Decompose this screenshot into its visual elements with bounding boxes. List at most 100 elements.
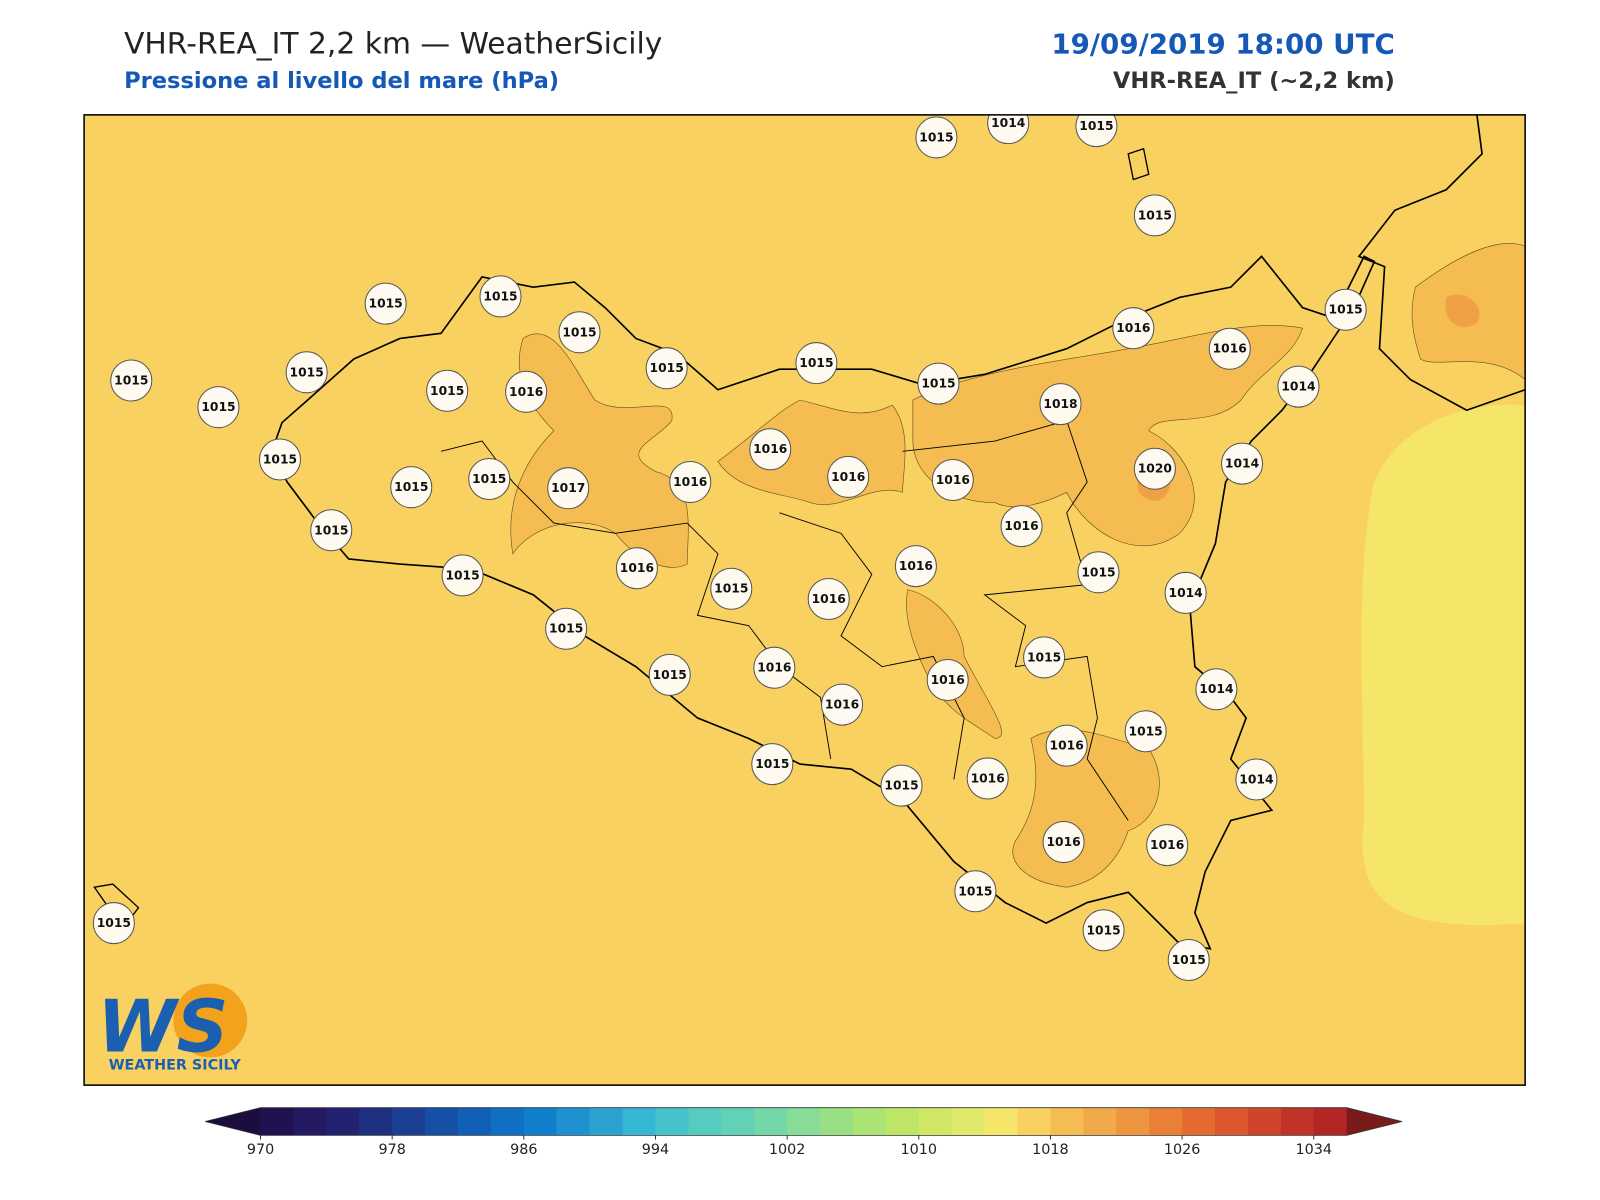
station-marker xyxy=(669,461,712,504)
station-value: 1015 xyxy=(201,400,235,414)
station-marker xyxy=(1075,114,1118,148)
station-value: 1015 xyxy=(921,377,955,391)
colorbar-tick-label: 970 xyxy=(247,1142,274,1158)
colorbar-segment xyxy=(1215,1107,1249,1136)
station-marker xyxy=(364,282,407,325)
station-value: 1016 xyxy=(620,561,654,575)
calabria-coastline xyxy=(1357,114,1526,412)
station-value: 1016 xyxy=(812,592,846,606)
station-marker xyxy=(1164,571,1207,614)
colorbar-segment xyxy=(1017,1107,1051,1136)
colorbar-segment xyxy=(754,1107,788,1136)
station-value: 1015 xyxy=(445,568,479,582)
station-marker xyxy=(285,351,328,394)
station-value: 1016 xyxy=(673,475,707,489)
colorbar-segment xyxy=(721,1107,755,1136)
map: 1015 1014 1015 1015 1015 1015 1015 1015 1015 1015… xyxy=(84,114,1526,1086)
logo-caption: WEATHER SICILY xyxy=(109,1058,242,1074)
station-marker xyxy=(1146,824,1189,867)
colorbar-segment xyxy=(425,1107,459,1136)
station-value: 1016 xyxy=(1046,835,1080,849)
station-value: 1015 xyxy=(549,622,583,636)
station-value: 1017 xyxy=(551,481,585,495)
station-value: 1016 xyxy=(509,385,543,399)
station-value: 1015 xyxy=(562,325,596,339)
colorbar-segment xyxy=(260,1107,294,1136)
station-marker xyxy=(926,658,969,702)
colorbar-under xyxy=(205,1107,261,1136)
station-marker xyxy=(821,683,864,726)
station-marker xyxy=(753,646,796,689)
station-marker xyxy=(931,458,974,502)
station-marker xyxy=(1208,327,1251,370)
station-value: 1016 xyxy=(753,442,787,456)
logo-sun xyxy=(173,983,248,1058)
station-marker xyxy=(954,870,997,913)
station-value: 1014 xyxy=(1169,586,1203,600)
colorbar-tick-label: 994 xyxy=(642,1142,669,1158)
station-marker xyxy=(917,362,960,405)
colorbar-segment xyxy=(1247,1107,1282,1136)
station-value: 1015 xyxy=(1129,724,1163,738)
station-value: 1015 xyxy=(263,452,297,466)
station-value: 1015 xyxy=(394,480,428,494)
station-marker xyxy=(1221,442,1264,485)
station-marker xyxy=(1023,636,1066,679)
station-marker xyxy=(1039,383,1082,426)
station-marker xyxy=(645,347,688,390)
colorbar-tick-label: 1010 xyxy=(901,1142,938,1158)
colorbar-tick-label: 1018 xyxy=(1032,1142,1069,1158)
colorbar-tick-label: 1026 xyxy=(1164,1142,1201,1158)
station-value: 1015 xyxy=(1027,650,1061,664)
station-value: 1016 xyxy=(1116,321,1150,335)
colorbar-segment xyxy=(852,1107,887,1136)
station-marker xyxy=(1077,551,1120,594)
station-marker xyxy=(479,275,522,318)
station-marker xyxy=(1082,909,1125,952)
station-value: 1015 xyxy=(430,384,464,398)
station-marker xyxy=(1000,505,1043,548)
station-value: 1018 xyxy=(1043,397,1077,411)
station-marker xyxy=(390,466,433,509)
station-marker xyxy=(648,653,691,696)
map-background xyxy=(84,114,1526,1086)
station-value: 1015 xyxy=(97,916,131,930)
station-marker xyxy=(1045,724,1088,767)
station-value: 1016 xyxy=(1213,342,1247,356)
station-marker xyxy=(966,757,1009,800)
sicily-coastline xyxy=(270,255,1376,950)
colorbar-segment xyxy=(688,1107,722,1136)
station-value: 1014 xyxy=(1199,682,1233,696)
datetime: 19/09/2019 18:00 UTC xyxy=(1051,27,1394,60)
station-value: 1016 xyxy=(1004,519,1038,533)
station-value: 1015 xyxy=(799,356,833,370)
station-value: 1015 xyxy=(1138,208,1172,222)
station-marker xyxy=(1112,307,1155,350)
station-value: 1014 xyxy=(991,116,1025,130)
station-value: 1015 xyxy=(1172,953,1206,967)
station-marker xyxy=(110,359,153,402)
colorbar-segment xyxy=(326,1107,360,1136)
station-marker xyxy=(1277,365,1320,408)
colorbar: 970 978 986 994 1002 1010 1018 1026 1034 xyxy=(205,1107,1403,1158)
station-marker xyxy=(827,455,870,498)
colorbar-outline xyxy=(205,1107,1403,1136)
colorbar-segment xyxy=(1083,1107,1117,1136)
station-value: 1015 xyxy=(314,523,348,537)
colorbar-segment xyxy=(622,1107,656,1136)
colorbar-segment xyxy=(885,1107,920,1136)
station-value: 1016 xyxy=(1150,838,1184,852)
colorbar-tick-label: 1002 xyxy=(769,1142,806,1158)
colorbar-segment xyxy=(1313,1107,1348,1136)
station-value: 1015 xyxy=(884,779,918,793)
station-marker xyxy=(1133,194,1176,237)
station-value: 1015 xyxy=(958,884,992,898)
station-marker xyxy=(558,311,601,354)
station-marker xyxy=(710,567,753,610)
station-marker xyxy=(197,386,240,429)
station-marker xyxy=(749,428,792,471)
station-value: 1014 xyxy=(1239,772,1273,786)
colorbar-segment xyxy=(1182,1107,1216,1136)
colorbar-segment xyxy=(359,1107,393,1136)
station-value: 1015 xyxy=(650,361,684,375)
